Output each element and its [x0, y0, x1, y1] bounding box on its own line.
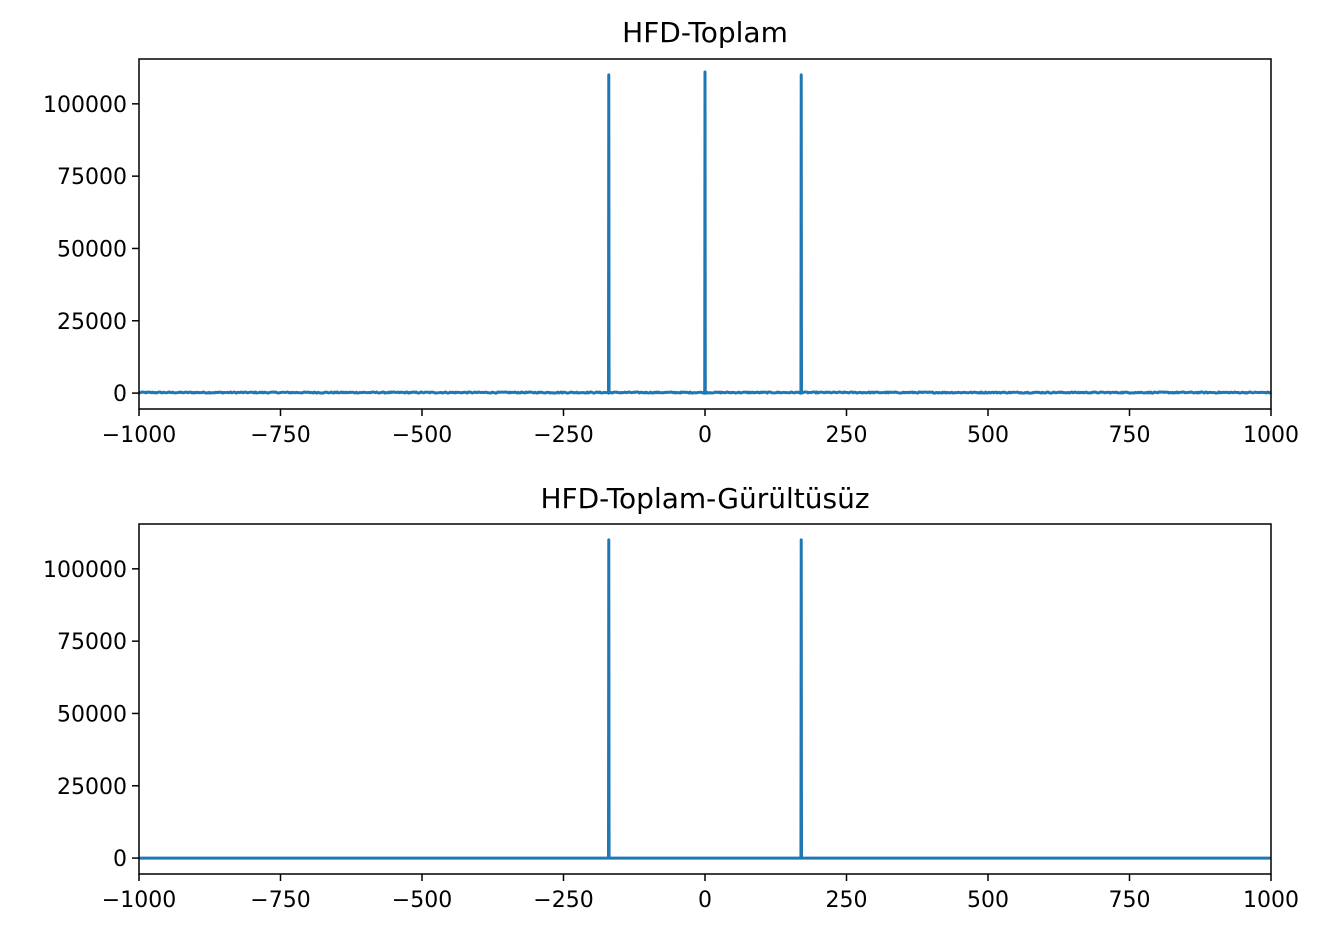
subplot-top-xtick-label: 0 [698, 423, 712, 448]
subplot-bottom-ticks: −1000 −750 −500 −250 0 250 500 750 1000 0 25000 500… [43, 558, 1299, 913]
subplot-top-xtick-label: 500 [967, 423, 1009, 448]
subplot-bottom-xtick-label: 1000 [1243, 888, 1299, 913]
subplot-top-xtick-label: 250 [826, 423, 868, 448]
subplot-top-ytick-label: 100000 [43, 93, 127, 118]
subplot-bottom-xtick-label: −500 [392, 888, 452, 913]
subplot-top-series-line [138, 70, 1272, 395]
subplot-top-ytick-label: 50000 [57, 237, 127, 262]
subplot-bottom-series-line [138, 538, 1272, 860]
subplot-bottom-xtick-label: −750 [250, 888, 310, 913]
subplot-bottom-ytick-label: 100000 [43, 558, 127, 583]
subplot-top-xtick-label: −250 [533, 423, 593, 448]
subplot-bottom-xtick-label: −1000 [102, 888, 176, 913]
subplot-top-title: HFD-Toplam [622, 16, 788, 49]
subplot-top-ticks: −1000 −750 −500 −250 0 250 500 750 1000 0 25000 500… [43, 93, 1299, 448]
subplot-bottom: HFD-Toplam-Gürültüsüz −1000 −750 −500 −250 0… [43, 482, 1299, 913]
subplot-bottom-axes-frame [138, 523, 1272, 875]
subplot-top-ytick-label: 75000 [57, 165, 127, 190]
subplot-bottom-ytick-label: 25000 [57, 775, 127, 800]
subplot-bottom-xtick-label: −250 [533, 888, 593, 913]
subplot-bottom-ytick-label: 0 [113, 847, 127, 872]
subplot-bottom-xtick-label: 250 [826, 888, 868, 913]
subplot-bottom-xtick-label: 0 [698, 888, 712, 913]
subplot-top-xtick-label: 750 [1109, 423, 1151, 448]
subplot-top-xtick-label: −1000 [102, 423, 176, 448]
subplot-bottom-ytick-label: 50000 [57, 702, 127, 727]
subplot-bottom-ytick-label: 75000 [57, 630, 127, 655]
subplot-top: HFD-Toplam −1000 −750 −500 −250 0 250 500 750 10… [43, 16, 1299, 448]
subplot-top-xtick-label: 1000 [1243, 423, 1299, 448]
subplot-bottom-xtick-label: 500 [967, 888, 1009, 913]
subplot-bottom-xtick-label: 750 [1109, 888, 1151, 913]
subplot-top-ytick-label: 0 [113, 382, 127, 407]
subplot-bottom-series [138, 538, 1272, 860]
subplot-top-series [138, 70, 1272, 395]
subplot-top-xtick-label: −750 [250, 423, 310, 448]
subplot-top-xtick-label: −500 [392, 423, 452, 448]
subplot-top-ytick-label: 25000 [57, 310, 127, 335]
subplot-bottom-title: HFD-Toplam-Gürültüsüz [540, 482, 869, 515]
